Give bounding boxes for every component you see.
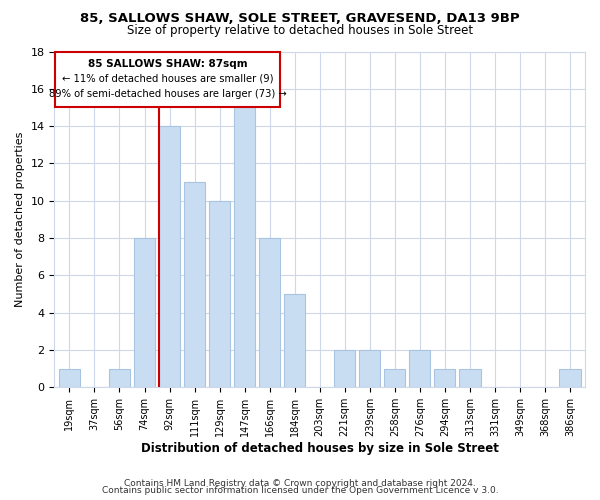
Text: ← 11% of detached houses are smaller (9): ← 11% of detached houses are smaller (9): [62, 74, 273, 84]
Text: 85, SALLOWS SHAW, SOLE STREET, GRAVESEND, DA13 9BP: 85, SALLOWS SHAW, SOLE STREET, GRAVESEND…: [80, 12, 520, 26]
Bar: [559, 368, 581, 388]
Bar: [159, 126, 180, 388]
Y-axis label: Number of detached properties: Number of detached properties: [15, 132, 25, 307]
Bar: [134, 238, 155, 388]
Bar: [109, 368, 130, 388]
Bar: [434, 368, 455, 388]
Text: Contains public sector information licensed under the Open Government Licence v : Contains public sector information licen…: [101, 486, 499, 495]
Bar: [259, 238, 280, 388]
Bar: [334, 350, 355, 388]
Bar: [359, 350, 380, 388]
Bar: [209, 201, 230, 388]
Bar: [234, 108, 255, 388]
FancyBboxPatch shape: [55, 52, 280, 106]
Text: Contains HM Land Registry data © Crown copyright and database right 2024.: Contains HM Land Registry data © Crown c…: [124, 478, 476, 488]
Bar: [384, 368, 406, 388]
X-axis label: Distribution of detached houses by size in Sole Street: Distribution of detached houses by size …: [141, 442, 499, 455]
Bar: [459, 368, 481, 388]
Bar: [59, 368, 80, 388]
Text: 89% of semi-detached houses are larger (73) →: 89% of semi-detached houses are larger (…: [49, 90, 286, 100]
Text: 85 SALLOWS SHAW: 87sqm: 85 SALLOWS SHAW: 87sqm: [88, 58, 247, 68]
Text: Size of property relative to detached houses in Sole Street: Size of property relative to detached ho…: [127, 24, 473, 37]
Bar: [184, 182, 205, 388]
Bar: [409, 350, 430, 388]
Bar: [284, 294, 305, 388]
